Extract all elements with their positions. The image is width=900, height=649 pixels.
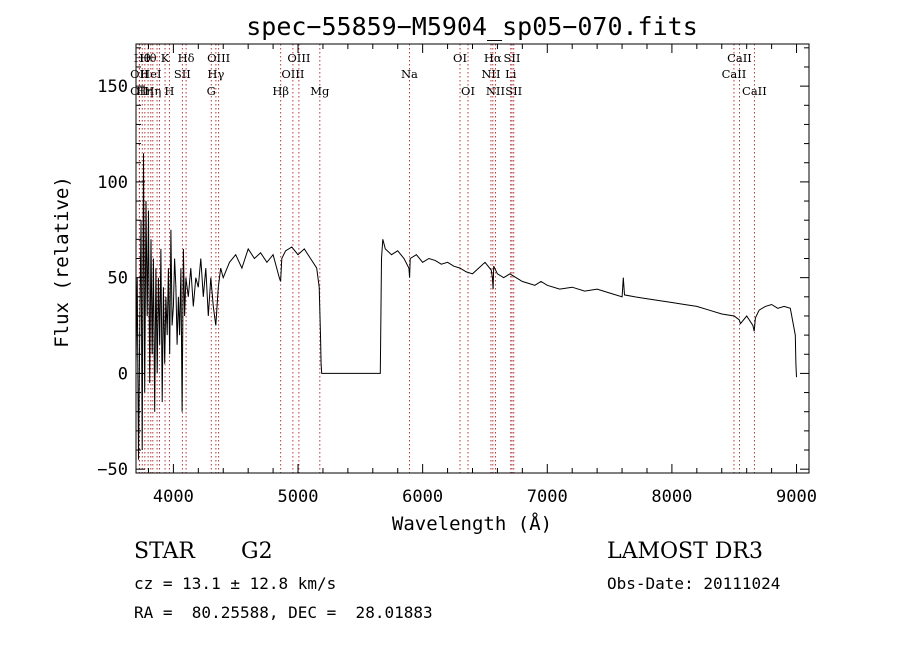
velocity-readout: cz = 13.1 ± 12.8 km/s (134, 574, 337, 593)
spectral-line-label: Hβ (272, 84, 289, 98)
spectral-line-label: Hγ (207, 67, 224, 81)
spectral-line-labels: OIIOIIHθHηHθHeIHηKHSIIHδGHγOIIIHβOIIIOII… (130, 51, 767, 98)
object-class: STAR (134, 539, 195, 564)
spectral-line-label: Hθ (140, 51, 157, 65)
spectral-line-label: SII (505, 84, 522, 98)
y-tick-label: 100 (97, 173, 128, 193)
spectral-line-label: OI (453, 51, 467, 65)
y-tick-label: 0 (118, 364, 128, 384)
spectral-line-label: OIII (281, 67, 304, 81)
y-tick-label: 150 (97, 77, 128, 97)
spectral-line-label: Na (401, 67, 418, 81)
x-tick-label: 9000 (776, 487, 817, 507)
y-tick-label: 50 (108, 269, 128, 289)
spectral-line-markers (138, 44, 755, 473)
spectral-line-label: HeI (140, 67, 161, 81)
spectral-line-label: H (164, 84, 174, 98)
spectral-line-label: K (161, 51, 170, 65)
spectral-line-label: CaII (742, 84, 767, 98)
y-tick-label: −50 (97, 460, 128, 480)
spectral-line-label: OIII (287, 51, 310, 65)
spectral-line-label: Hη (136, 84, 153, 98)
x-tick-label: 7000 (527, 487, 568, 507)
x-tick-label: 8000 (651, 487, 692, 507)
spectral-line-label: NII (481, 67, 500, 81)
x-axis-label: Wavelength (Å) (392, 512, 552, 535)
spectral-line-label: OII (130, 84, 149, 98)
spectral-line-label: Hη (144, 84, 161, 98)
observation-date: Obs-Date: 20111024 (607, 574, 781, 593)
spectral-line-label: Hθ (134, 51, 151, 65)
spectral-line-label: CaII (722, 67, 747, 81)
spectral-line-label: Mg (310, 84, 330, 98)
spectral-line-label: CaII (727, 51, 752, 65)
spectral-line-label: OI (461, 84, 475, 98)
x-tick-label: 4000 (153, 487, 194, 507)
spectral-line-label: OIII (207, 51, 230, 65)
x-tick-label: 6000 (402, 487, 443, 507)
spectral-line-label: SII (504, 51, 521, 65)
spectral-line-label: OII (130, 67, 149, 81)
x-axis-ticks: 4000 5000 6000 7000 8000 9000 (147, 44, 817, 507)
spectral-subclass: G2 (241, 539, 273, 564)
survey-name: LAMOST DR3 (607, 539, 763, 564)
spectral-line-label: NII (486, 84, 505, 98)
x-tick-label: 5000 (278, 487, 319, 507)
y-axis-label: Flux (relative) (51, 176, 73, 348)
y-axis-ticks: −50 0 50 100 150 (97, 47, 809, 480)
spectral-line-label: Hα (484, 51, 502, 65)
spectral-line-label: Hδ (178, 51, 195, 65)
spectral-line-label: SII (174, 67, 191, 81)
flux-series-line (135, 153, 797, 460)
spectral-line-label: G (207, 84, 216, 98)
spectral-line-label: Li (505, 67, 517, 81)
chart-title: spec−55859−M5904_sp05−070.fits (246, 12, 698, 41)
coordinates-readout: RA = 80.25588, DEC = 28.01883 (134, 603, 433, 622)
